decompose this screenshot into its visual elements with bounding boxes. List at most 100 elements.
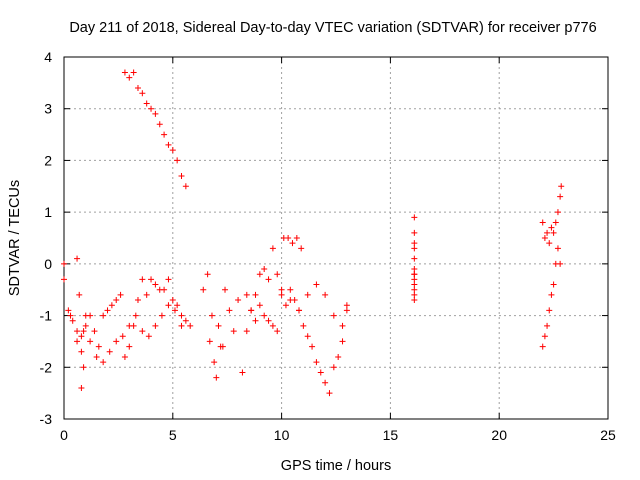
data-point <box>171 307 178 314</box>
data-point <box>121 69 128 76</box>
data-point <box>126 322 133 329</box>
y-tick-label: 3 <box>44 101 52 117</box>
data-point <box>343 302 350 309</box>
data-point <box>339 322 346 329</box>
data-point <box>548 291 555 298</box>
data-point <box>200 286 207 293</box>
data-point <box>143 291 150 298</box>
data-point <box>546 307 553 314</box>
data-point <box>222 286 229 293</box>
data-point <box>74 255 81 262</box>
data-point <box>174 157 181 164</box>
data-point <box>152 322 159 329</box>
data-point <box>296 307 303 314</box>
x-tick-label: 25 <box>600 427 616 443</box>
data-point <box>211 359 218 366</box>
data-point <box>91 328 98 335</box>
data-point <box>411 297 418 304</box>
data-point <box>108 302 115 309</box>
data-point <box>178 312 185 319</box>
data-point <box>330 312 337 319</box>
data-point <box>206 338 213 345</box>
data-point <box>117 291 124 298</box>
data-point <box>65 307 72 314</box>
data-point <box>78 333 85 340</box>
data-point <box>82 312 89 319</box>
x-axis-title: GPS time / hours <box>281 458 391 474</box>
data-marks <box>61 69 565 397</box>
x-tick-label: 0 <box>60 427 68 443</box>
y-tick-label: 4 <box>44 49 52 65</box>
data-point <box>219 343 226 350</box>
data-point <box>126 74 133 81</box>
data-point <box>554 209 561 216</box>
y-tick-label: -3 <box>40 411 53 427</box>
data-point <box>285 235 292 241</box>
data-point <box>411 291 418 298</box>
data-point <box>139 90 146 97</box>
y-tick-label: 0 <box>44 256 52 272</box>
data-point <box>78 348 85 355</box>
data-point <box>87 338 94 345</box>
data-point <box>95 343 102 350</box>
data-point <box>78 384 85 391</box>
data-point <box>130 69 137 76</box>
x-tick-label: 5 <box>169 427 177 443</box>
data-point <box>411 240 418 247</box>
data-point <box>411 271 418 278</box>
data-point <box>539 343 546 350</box>
data-point <box>204 271 211 278</box>
data-point <box>178 322 185 329</box>
data-point <box>544 322 551 329</box>
data-point <box>411 276 418 283</box>
data-point <box>74 328 81 335</box>
data-point <box>313 281 320 288</box>
data-point <box>546 240 553 247</box>
data-point <box>335 353 342 360</box>
axis-ticks: 0 5 10 15 20 25 -3 -2 -1 0 1 2 3 4 <box>40 49 616 443</box>
data-point <box>304 291 311 298</box>
data-point <box>139 328 146 335</box>
data-point <box>411 229 418 236</box>
data-point <box>265 276 272 283</box>
data-point <box>93 353 100 360</box>
data-point <box>557 260 564 267</box>
data-point <box>74 338 81 345</box>
data-point <box>213 374 220 381</box>
data-point <box>152 281 159 288</box>
data-point <box>226 307 233 314</box>
data-point <box>178 172 185 179</box>
data-point <box>182 317 189 324</box>
data-point <box>548 224 555 231</box>
data-point <box>541 235 548 241</box>
data-point <box>274 271 281 278</box>
data-point <box>158 312 165 319</box>
data-point <box>100 359 107 366</box>
data-point <box>411 214 418 221</box>
data-point <box>119 333 126 340</box>
data-point <box>411 286 418 293</box>
data-point <box>121 353 128 360</box>
data-point <box>550 229 557 236</box>
data-point <box>100 312 107 319</box>
plot-frame <box>63 56 609 420</box>
data-point <box>113 338 120 345</box>
data-point <box>252 317 259 324</box>
data-point <box>215 322 222 329</box>
data-point <box>248 307 255 314</box>
data-point <box>550 281 557 288</box>
data-point <box>289 240 296 247</box>
data-point <box>278 291 285 298</box>
data-point <box>76 291 83 298</box>
data-point <box>544 229 551 236</box>
data-point <box>300 322 307 329</box>
data-point <box>256 271 263 278</box>
data-point <box>557 193 564 200</box>
data-point <box>161 286 168 293</box>
data-point <box>322 291 329 298</box>
data-point <box>126 343 133 350</box>
data-point <box>322 379 329 386</box>
data-point <box>243 291 250 298</box>
data-point <box>293 235 300 241</box>
